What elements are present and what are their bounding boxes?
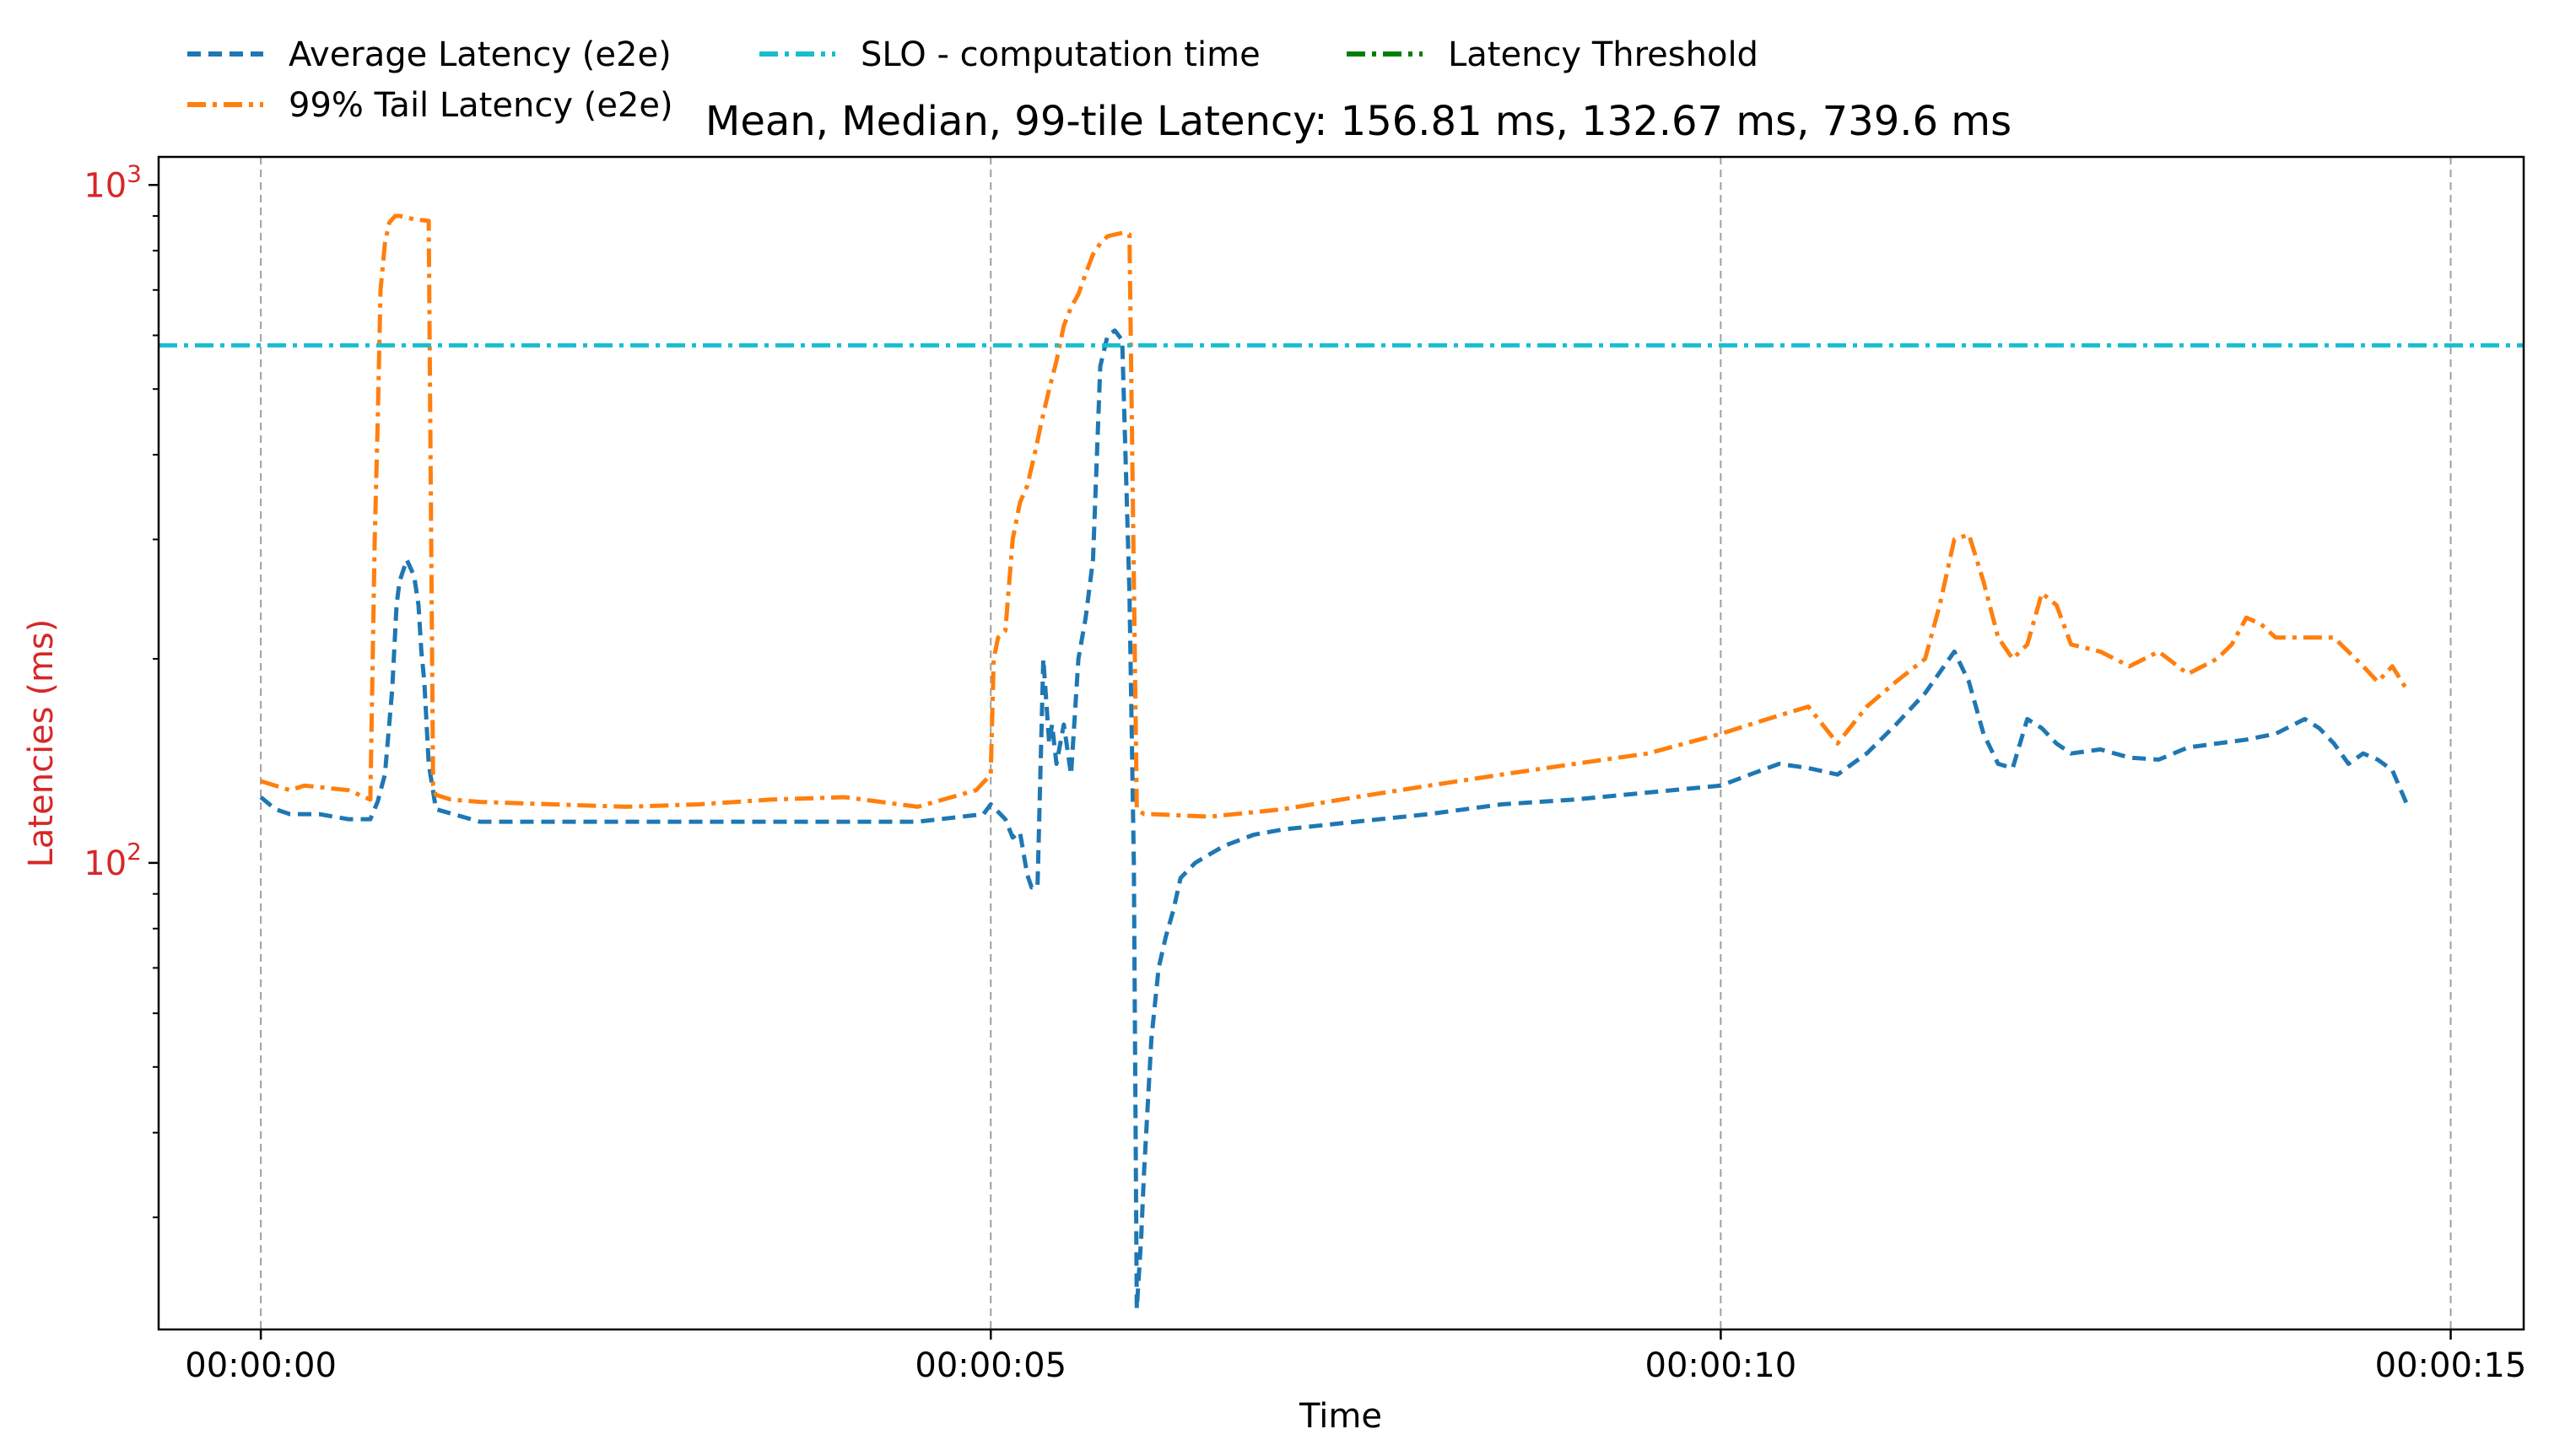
x-axis-ticks: 00:00:00 00:00:05 00:00:10 00:00:15 — [185, 1329, 2526, 1385]
series-line-avg — [259, 328, 2409, 1311]
x-grid — [260, 157, 2452, 1329]
series-layer — [159, 213, 2524, 1311]
legend-label-avg: Average Latency (e2e) — [289, 35, 672, 74]
legend-item-tail: 99% Tail Latency (e2e) — [187, 86, 673, 125]
legend-label-threshold: Latency Threshold — [1448, 35, 1758, 74]
legend-item-avg: Average Latency (e2e) — [187, 35, 672, 74]
x-tick-label: 00:00:00 — [185, 1346, 337, 1385]
legend-item-slo: SLO - computation time — [759, 35, 1261, 74]
plot-frame — [157, 155, 2525, 1331]
y-axis-ticks: 102 103 — [84, 159, 159, 1219]
x-tick-label: 00:00:10 — [1645, 1346, 1797, 1385]
legend: Average Latency (e2e) SLO - computation … — [187, 35, 1758, 125]
series-line-tail — [260, 213, 2409, 819]
legend-item-threshold: Latency Threshold — [1347, 35, 1758, 74]
x-tick-label: 00:00:15 — [2375, 1346, 2527, 1385]
x-tick-label: 00:00:05 — [915, 1346, 1067, 1385]
chart-title: Mean, Median, 99-tile Latency: 156.81 ms… — [705, 98, 2012, 145]
y-tick-label: 103 — [84, 159, 142, 205]
y-axis-label: Latencies (ms) — [22, 619, 61, 868]
y-tick-label: 102 — [84, 838, 142, 883]
legend-label-tail: 99% Tail Latency (e2e) — [289, 86, 673, 125]
legend-label-slo: SLO - computation time — [861, 35, 1261, 74]
x-axis-label: Time — [1299, 1397, 1382, 1436]
